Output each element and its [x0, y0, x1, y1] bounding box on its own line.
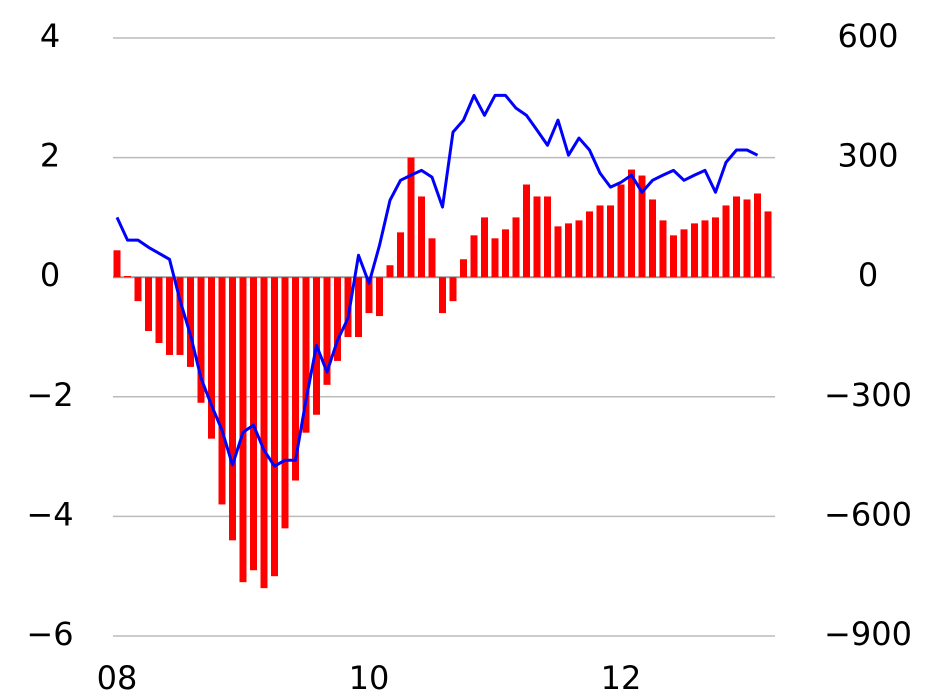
y2-tick-label: 0 [858, 256, 878, 294]
bar [260, 277, 268, 589]
bar [743, 199, 751, 278]
bar [523, 184, 530, 278]
bar [460, 259, 467, 278]
y2-tick-label: −900 [824, 615, 912, 653]
bar [491, 238, 499, 278]
bar [512, 217, 520, 278]
y2-tick-label: 600 [837, 17, 898, 55]
bar [680, 229, 688, 278]
bar [344, 277, 352, 337]
y-tick-label: −2 [26, 376, 73, 414]
bar [166, 277, 173, 355]
bar [418, 196, 425, 278]
bar [145, 277, 152, 332]
bar [712, 217, 719, 278]
bar [449, 277, 457, 302]
bar [691, 223, 698, 278]
bar [565, 223, 572, 278]
bar [554, 226, 562, 278]
bar [607, 205, 614, 278]
y-tick-label: −6 [26, 615, 73, 653]
bar [428, 238, 436, 278]
bar [764, 211, 772, 278]
bar [575, 220, 583, 278]
bar [376, 277, 383, 317]
y2-tick-label: −300 [824, 376, 912, 414]
bar [386, 265, 394, 278]
bar [502, 229, 509, 278]
y-tick-label: 2 [40, 137, 60, 175]
bar [176, 277, 184, 355]
bar [271, 277, 278, 577]
bar [670, 235, 677, 278]
bar [722, 205, 730, 278]
bar [628, 169, 635, 278]
bar [334, 277, 341, 361]
bar [208, 277, 215, 439]
bar [754, 193, 761, 278]
bar [481, 217, 488, 278]
bar [281, 277, 289, 529]
bar [596, 205, 604, 278]
bar [229, 277, 236, 541]
bar [365, 277, 373, 314]
bar [155, 277, 163, 343]
bar [292, 277, 299, 481]
bar [439, 277, 446, 314]
bar [397, 232, 404, 278]
bar [733, 196, 740, 278]
x-tick-label: 10 [349, 659, 390, 697]
y-tick-label: 0 [40, 256, 60, 294]
bar [701, 220, 709, 278]
x-tick-label: 08 [97, 659, 138, 697]
bar [113, 250, 121, 278]
bar [302, 277, 310, 433]
y-tick-label: 4 [40, 17, 60, 55]
bar [134, 277, 142, 302]
bar [407, 157, 415, 278]
bar [544, 196, 551, 278]
bar [617, 184, 625, 278]
bar [187, 277, 194, 367]
x-tick-label: 12 [601, 659, 642, 697]
y2-tick-label: −600 [824, 495, 912, 533]
bar [586, 211, 593, 278]
bar [239, 277, 247, 583]
bar [638, 175, 646, 278]
bar [124, 276, 131, 278]
bar [197, 277, 205, 403]
bar [533, 196, 541, 278]
line [115, 93, 759, 468]
y-tick-label: −4 [26, 495, 73, 533]
bar [649, 199, 656, 278]
bar [218, 277, 226, 505]
y2-tick-label: 300 [837, 137, 898, 175]
bar [323, 277, 331, 385]
bar [355, 277, 362, 337]
bar [470, 235, 478, 278]
bar [659, 220, 667, 278]
